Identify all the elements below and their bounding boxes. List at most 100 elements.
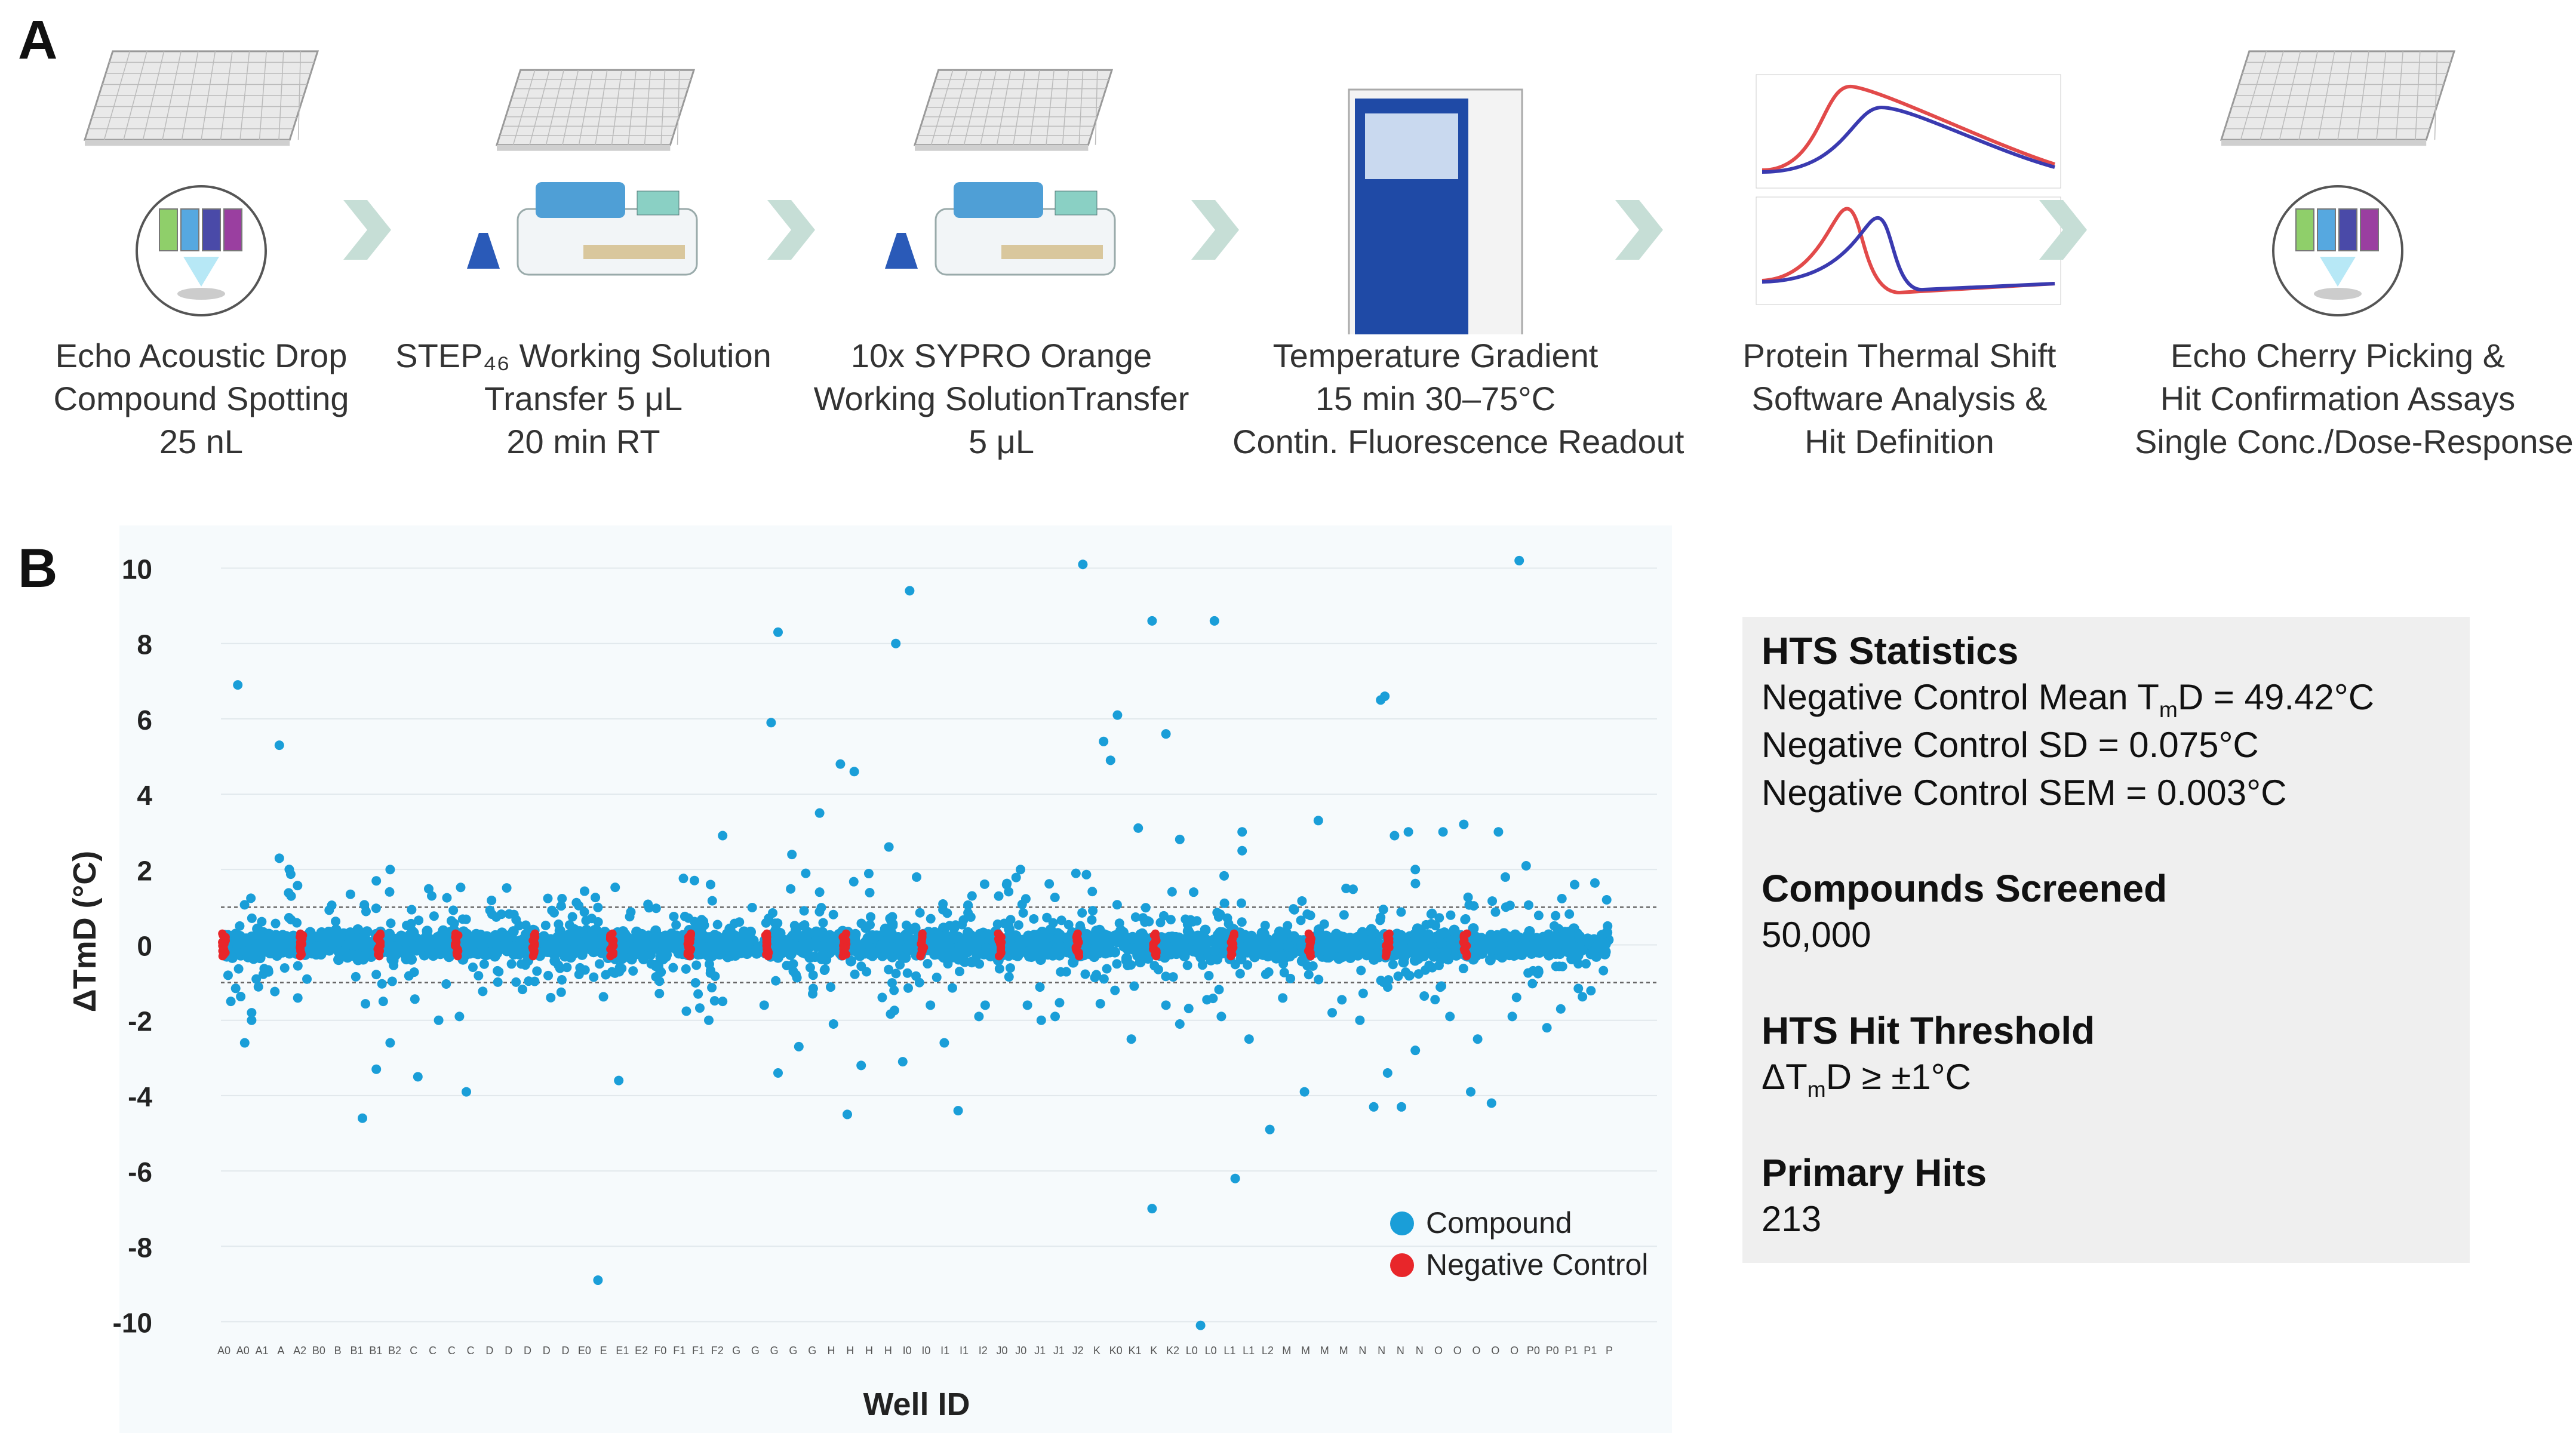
x-tick-label: J1 — [1053, 1345, 1065, 1357]
compound-point — [693, 989, 703, 999]
compound-point — [1214, 985, 1224, 995]
compound-point — [598, 992, 608, 1002]
compound-point — [619, 928, 631, 940]
dispenser-icon — [467, 69, 698, 276]
compound-point — [1578, 992, 1588, 1002]
step-caption-line-2: Transfer 5 μL — [484, 380, 683, 417]
x-tick-label: O — [1510, 1345, 1518, 1357]
compound-outlier-point — [247, 1015, 257, 1025]
compound-point — [518, 985, 528, 995]
compound-point — [542, 946, 554, 957]
compound-point — [614, 967, 625, 977]
compound-point — [1572, 950, 1584, 961]
compound-outlier-point — [371, 1064, 382, 1074]
compound-point — [1112, 959, 1122, 969]
compound-point — [1305, 911, 1315, 921]
x-tick-label: B1 — [369, 1345, 382, 1357]
compound-point — [230, 983, 241, 994]
step-caption: Protein Thermal Shift Software Analysis &… — [1696, 334, 2102, 463]
x-tick-label: I2 — [979, 1345, 988, 1357]
x-tick-label: B2 — [388, 1345, 401, 1357]
compound-point — [690, 977, 700, 988]
chevron-right-icon — [1615, 200, 1663, 260]
compound-point — [1564, 909, 1575, 919]
compound-outlier-point — [1514, 555, 1524, 565]
compound-point — [689, 875, 699, 885]
compound-point — [862, 967, 872, 977]
compound-point — [1108, 932, 1120, 943]
compound-point — [773, 929, 785, 940]
compound-point — [333, 946, 345, 957]
compound-point — [926, 937, 937, 948]
compound-point — [709, 996, 720, 1006]
compound-outlier-point — [358, 1113, 367, 1123]
x-tick-label: C — [410, 1345, 417, 1357]
x-tick-label: G — [732, 1345, 740, 1357]
compound-point — [1437, 952, 1448, 963]
x-tick-label: J2 — [1072, 1345, 1084, 1357]
compound-point — [1168, 972, 1178, 982]
compound-point — [1590, 878, 1600, 888]
compound-point — [479, 959, 489, 969]
step-caption-line-1: Echo Acoustic Drop — [55, 337, 348, 374]
compound-point — [557, 893, 567, 903]
compound-point — [1260, 921, 1270, 931]
legend-marker — [1390, 1253, 1414, 1277]
compound-point — [552, 931, 563, 943]
compound-point — [493, 977, 503, 987]
compound-point — [1087, 887, 1098, 897]
compound-point — [773, 918, 783, 928]
compound-outlier-point — [1189, 887, 1198, 897]
compound-point — [1419, 991, 1430, 1001]
compound-point — [1586, 986, 1596, 996]
compound-outlier-point — [1501, 872, 1510, 882]
compound-point — [1178, 942, 1189, 953]
compound-point — [1243, 960, 1253, 970]
compound-point — [1189, 945, 1200, 957]
negative-control-point — [1385, 929, 1394, 938]
compound-point — [327, 900, 337, 911]
compound-point — [1412, 923, 1423, 934]
compound-point — [441, 979, 451, 989]
compound-point — [1507, 943, 1518, 955]
compound-point — [703, 951, 714, 962]
compound-point — [865, 920, 875, 930]
x-tick-label: P0 — [1527, 1345, 1540, 1357]
compound-outlier-point — [891, 638, 901, 648]
compound-point — [803, 939, 814, 950]
threshold-value: ΔTmD ≥ ±1°C — [1762, 1057, 1971, 1102]
negative-control-point — [841, 929, 850, 938]
compound-outlier-point — [1237, 827, 1247, 837]
compound-outlier-point — [926, 1000, 936, 1010]
compound-point — [502, 883, 512, 893]
compound-outlier-point — [801, 868, 811, 878]
step-caption-line-1: Temperature Gradient — [1272, 337, 1599, 374]
compound-outlier-point — [1369, 1102, 1379, 1112]
compound-outlier-point — [1105, 755, 1115, 765]
compound-point — [1458, 964, 1468, 974]
compound-point — [1573, 983, 1584, 994]
compound-point — [1081, 869, 1092, 880]
legend-marker — [1390, 1211, 1414, 1235]
compound-point — [554, 919, 564, 929]
compound-point — [654, 976, 665, 986]
compound-point — [1056, 915, 1066, 925]
workflow-step-4: Temperature Gradient 15 min 30–75°C Contin… — [1232, 0, 1684, 472]
compound-point — [1035, 982, 1045, 992]
compound-outlier-point — [1175, 834, 1185, 844]
compound-point — [909, 923, 921, 934]
compound-point — [564, 920, 574, 930]
step-caption-line-3: 20 min RT — [506, 423, 660, 460]
y-tick-label: 2 — [137, 855, 152, 886]
compound-point — [270, 918, 281, 928]
compound-point — [975, 959, 985, 969]
compound-point — [1356, 965, 1366, 976]
compound-point — [472, 948, 484, 960]
compound-point — [643, 899, 653, 909]
compound-outlier-point — [274, 853, 284, 863]
compound-point — [1184, 1004, 1194, 1014]
compound-point — [945, 921, 955, 931]
x-tick-label: F1 — [692, 1345, 705, 1357]
compound-point — [270, 986, 280, 997]
compound-outlier-point — [704, 1015, 714, 1025]
